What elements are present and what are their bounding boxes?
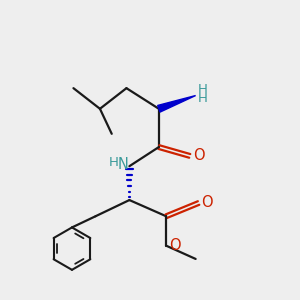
Text: O: O — [202, 195, 213, 210]
Text: O: O — [169, 238, 181, 253]
Text: H: H — [108, 156, 118, 169]
Text: H: H — [198, 82, 208, 95]
Text: N: N — [118, 157, 129, 172]
Text: O: O — [193, 148, 204, 163]
Text: H: H — [198, 92, 208, 105]
Polygon shape — [158, 95, 196, 112]
